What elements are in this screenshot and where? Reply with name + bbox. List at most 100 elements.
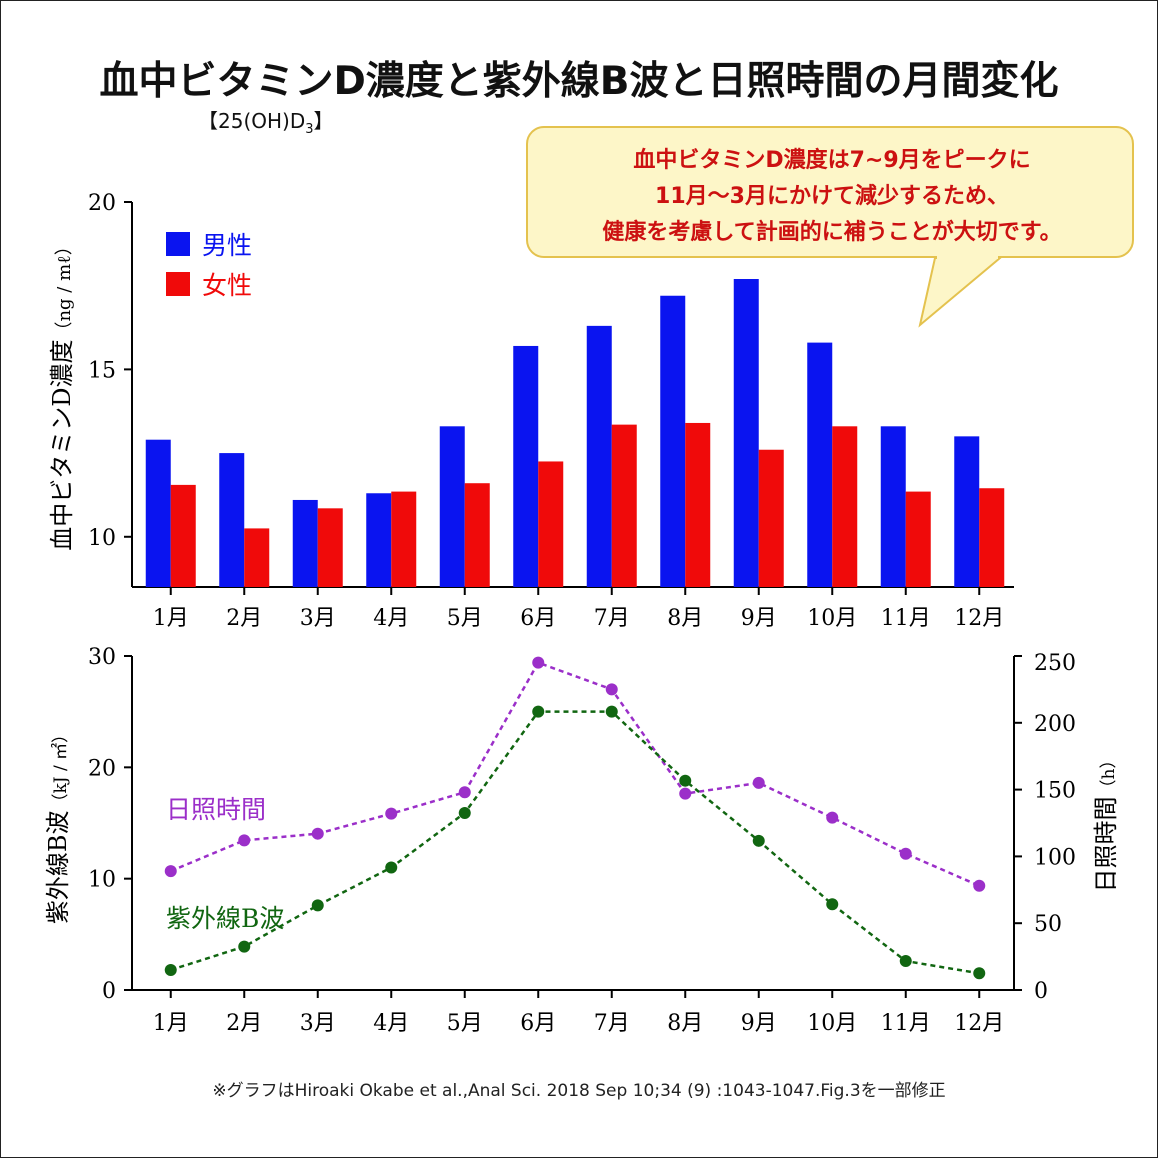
bar-female <box>244 528 270 587</box>
bar-y-tick-label: 15 <box>88 358 116 383</box>
chart-subtitle: 【25(OH)D3】 <box>198 105 334 137</box>
callout-pointer-join <box>937 254 998 259</box>
uvb-line <box>170 710 980 975</box>
bar-male <box>586 325 612 587</box>
bar-y-tick-label: 20 <box>88 191 116 216</box>
bar-male <box>439 426 465 587</box>
bar-male <box>954 436 980 587</box>
bar-x-tick-label: 3月 <box>300 606 336 631</box>
line-x-tick-label: 3月 <box>300 1011 336 1036</box>
uvb-series-label: 紫外線B波 <box>166 904 284 933</box>
line-right-tick-label: 50 <box>1034 912 1062 937</box>
bar-female <box>905 491 931 587</box>
bar-chart: 10 15 20 1月 2月 3月 4月 5月 6月 7月 8月 9月 10月 11月 12月 血中ビタミンD… <box>48 191 1014 631</box>
legend-label: 男性 <box>202 231 252 260</box>
line-x-tick-label: 4月 <box>373 1011 409 1036</box>
bar-x-tick-label: 7月 <box>594 606 630 631</box>
line-right-tick-label: 250 <box>1034 651 1076 676</box>
line-right-tick-label: 100 <box>1034 845 1076 870</box>
sunshine-point <box>973 879 986 892</box>
subtitle-end: 】 <box>313 109 334 133</box>
chart-title: 血中ビタミンD濃度と紫外線B波と日照時間の月間変化 <box>99 59 1059 104</box>
bar-male <box>366 493 392 587</box>
uvb-point <box>164 963 177 976</box>
sunshine-point <box>385 807 398 820</box>
line-chart: 0 10 20 30 0 50 100 150 200 250 1月 2月 3月 4月 5月 6月 7月 8月 9月… <box>44 645 1120 1036</box>
bar-y-axis-label-unit: （ng / mℓ） <box>54 237 75 339</box>
sunshine-point <box>605 683 618 696</box>
sunshine-point <box>752 776 765 789</box>
uvb-point <box>458 806 471 819</box>
bar-x-tick-label: 10月 <box>807 606 857 631</box>
line-left-axis-label-unit: （kJ / ㎡） <box>51 726 71 811</box>
bar-male <box>807 342 833 587</box>
bar-female <box>391 491 417 587</box>
callout-line-2: 11月〜3月にかけて減少するため、 <box>655 184 1009 209</box>
line-x-tick-label: 8月 <box>667 1011 703 1036</box>
callout-box: 血中ビタミンD濃度は7~9月をピークに 11月〜3月にかけて減少するため、 健康… <box>526 126 1134 258</box>
subtitle-subscript: 3 <box>305 122 314 137</box>
footnote: ※グラフはHiroaki Okabe et al.,Anal Sci. 2018… <box>212 1081 946 1101</box>
bar-male <box>145 439 171 587</box>
bar-x-tick-label: 11月 <box>881 606 931 631</box>
line-x-tick-label: 11月 <box>881 1011 931 1036</box>
sunshine-point <box>458 786 471 799</box>
callout-line-1: 血中ビタミンD濃度は7~9月をピークに <box>633 148 1031 173</box>
bar-female <box>685 422 711 587</box>
bar-y-tick-label: 10 <box>88 526 116 551</box>
uvb-point <box>311 899 324 912</box>
bar-female <box>170 484 196 587</box>
sunshine-point <box>311 827 324 840</box>
uvb-point <box>826 898 839 911</box>
uvb-point <box>238 940 251 953</box>
bar-x-tick-label: 5月 <box>447 606 483 631</box>
callout-line-3: 健康を考慮して計画的に補うことが大切です。 <box>602 220 1062 245</box>
sunshine-point <box>679 787 692 800</box>
line-right-tick-label: 150 <box>1034 779 1076 804</box>
line-left-tick-label: 0 <box>102 979 116 1004</box>
sunshine-point <box>164 865 177 878</box>
sunshine-point <box>238 834 251 847</box>
legend-swatch <box>166 272 190 296</box>
uvb-point <box>973 967 986 980</box>
bar-male <box>733 279 759 587</box>
bar-female <box>317 508 343 587</box>
sunshine-point <box>826 811 839 824</box>
line-left-axis-label-main: 紫外線B波 <box>44 811 72 925</box>
bar-female <box>832 426 858 587</box>
bar-x-tick-label: 6月 <box>520 606 556 631</box>
bar-x-tick-label: 9月 <box>741 606 777 631</box>
callout-pointer <box>918 257 1003 328</box>
uvb-point <box>605 705 618 718</box>
uvb-point <box>752 834 765 847</box>
bar-y-axis-label-main: 血中ビタミンD濃度 <box>48 340 76 551</box>
legend-swatch <box>166 232 190 256</box>
bar-female <box>464 483 490 587</box>
line-x-tick-label: 1月 <box>153 1011 189 1036</box>
sunshine-series-label: 日照時間 <box>166 795 266 824</box>
bar-x-tick-label: 8月 <box>667 606 703 631</box>
line-right-axis-label-unit: （h） <box>1099 752 1119 797</box>
subtitle-main: 【25(OH)D <box>198 109 306 133</box>
sunshine-point <box>532 656 545 669</box>
uvb-point <box>385 861 398 874</box>
bar-x-tick-label: 2月 <box>226 606 262 631</box>
bar-male <box>513 345 539 587</box>
line-left-axis-label: 紫外線B波（kJ / ㎡） <box>44 726 72 924</box>
uvb-point <box>899 955 912 968</box>
line-right-tick-label: 200 <box>1034 712 1076 737</box>
line-left-tick-label: 20 <box>88 756 116 781</box>
bar-female <box>979 488 1005 587</box>
line-right-tick-label: 0 <box>1034 979 1048 1004</box>
line-x-tick-label: 7月 <box>594 1011 630 1036</box>
bar-female <box>758 449 784 587</box>
bar-x-tick-label: 4月 <box>373 606 409 631</box>
line-left-tick-label: 10 <box>88 868 116 893</box>
bar-female <box>538 461 564 587</box>
sunshine-point <box>899 847 912 860</box>
uvb-point <box>532 705 545 718</box>
line-right-axis-label-main: 日照時間 <box>1092 796 1120 892</box>
line-x-tick-label: 9月 <box>741 1011 777 1036</box>
bar-female <box>611 424 637 587</box>
